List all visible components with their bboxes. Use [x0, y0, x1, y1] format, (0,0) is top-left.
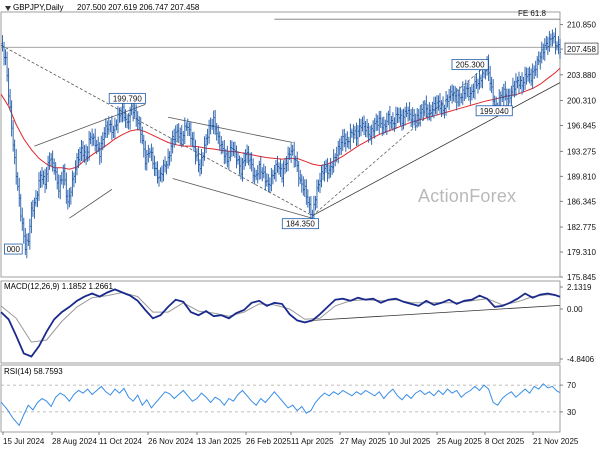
price-annotation-box	[451, 59, 489, 71]
x-tick-label: 21 Nov 2025	[533, 437, 579, 446]
macd-trendline	[312, 305, 561, 321]
price-panel-frame	[0, 11, 561, 278]
x-tick-label: 25 Aug 2025	[437, 437, 482, 446]
price-trendline	[168, 116, 293, 143]
y-tick-label: 0.00	[567, 305, 583, 314]
x-tick-label: 11 Apr 2025	[291, 437, 334, 446]
moving-average-line	[0, 67, 561, 170]
price-bars	[1, 27, 561, 259]
price-trendline	[0, 44, 313, 217]
y-tick-label: 30	[567, 408, 576, 417]
price-annotation: 000	[7, 245, 21, 254]
y-tick-label: -4.8406	[567, 355, 595, 364]
x-tick-label: 28 Aug 2024	[52, 437, 97, 446]
x-tick-label: 15 Jul 2024	[3, 437, 45, 446]
price-trendline	[34, 103, 146, 147]
y-tick-label: 189.810	[567, 172, 596, 181]
rsi-line	[0, 383, 561, 427]
y-tick-label: 175.845	[567, 273, 596, 282]
x-tick-label: 11 Oct 2024	[99, 437, 143, 446]
x-tick-label: 10 Jul 2025	[389, 437, 431, 446]
y-tick-label: 186.345	[567, 197, 596, 206]
y-tick-label: 193.275	[567, 147, 596, 156]
price-annotation-box	[475, 105, 513, 117]
rsi-panel[interactable]: 70 30	[0, 364, 576, 433]
price-annotation-box	[108, 92, 146, 104]
macd-panel-frame	[0, 280, 561, 364]
macd-panel[interactable]: 2.1319 0.00 -4.8406	[0, 280, 595, 364]
price-annotation: 199.790	[113, 94, 142, 103]
price-trendline	[312, 82, 561, 217]
y-tick-label: 182.775	[567, 223, 596, 232]
x-tick-label: 8 Oct 2025	[485, 437, 525, 446]
symbol-dropdown-icon[interactable]	[5, 6, 11, 11]
macd-label: MACD(12,26,9) 1.1852 1.2661	[4, 282, 113, 291]
symbol-label: GBPJPY,Daily	[13, 3, 64, 12]
ohlc-values: 207.500 207.619 206.747 207.458	[77, 3, 200, 12]
y-tick-label: 70	[567, 381, 576, 390]
x-tick-label: 26 Nov 2024	[148, 437, 194, 446]
price-annotation-box	[281, 218, 319, 230]
y-tick-label: 203.880	[567, 71, 596, 80]
macd-line	[0, 288, 561, 358]
rsi-label: RSI(14) 58.7593	[4, 367, 63, 376]
price-annotation: 205.300	[456, 61, 485, 70]
macd-signal-line	[0, 291, 561, 343]
price-annotation-box	[4, 243, 23, 255]
price-panel[interactable]: 210.850 207.458 203.880 200.310 196.845 193.2…	[0, 9, 599, 282]
x-tick-label: 27 May 2025	[340, 437, 387, 446]
y-tick-label: 2.1319	[567, 283, 592, 292]
y-tick-label: 200.310	[567, 97, 596, 106]
price-annotation: 199.040	[480, 107, 509, 116]
price-trendline	[172, 178, 313, 219]
date-axis: 15 Jul 2024 28 Aug 2024 11 Oct 2024 26 Nov …	[2, 432, 579, 446]
y-tick-label: 210.850	[567, 21, 596, 30]
last-price-box	[564, 42, 599, 55]
y-tick-label: 196.845	[567, 122, 596, 131]
x-tick-label: 13 Jan 2025	[197, 437, 242, 446]
y-tick-label: 207.458	[567, 45, 596, 54]
watermark: ActionForex	[418, 186, 517, 206]
x-tick-label: 26 Feb 2025	[246, 437, 291, 446]
price-annotation: FE 61.8	[518, 9, 547, 18]
price-trendline	[69, 189, 113, 219]
y-tick-label: 179.310	[567, 248, 596, 257]
price-annotation: 184.350	[286, 220, 315, 229]
rsi-panel-frame	[0, 364, 561, 433]
